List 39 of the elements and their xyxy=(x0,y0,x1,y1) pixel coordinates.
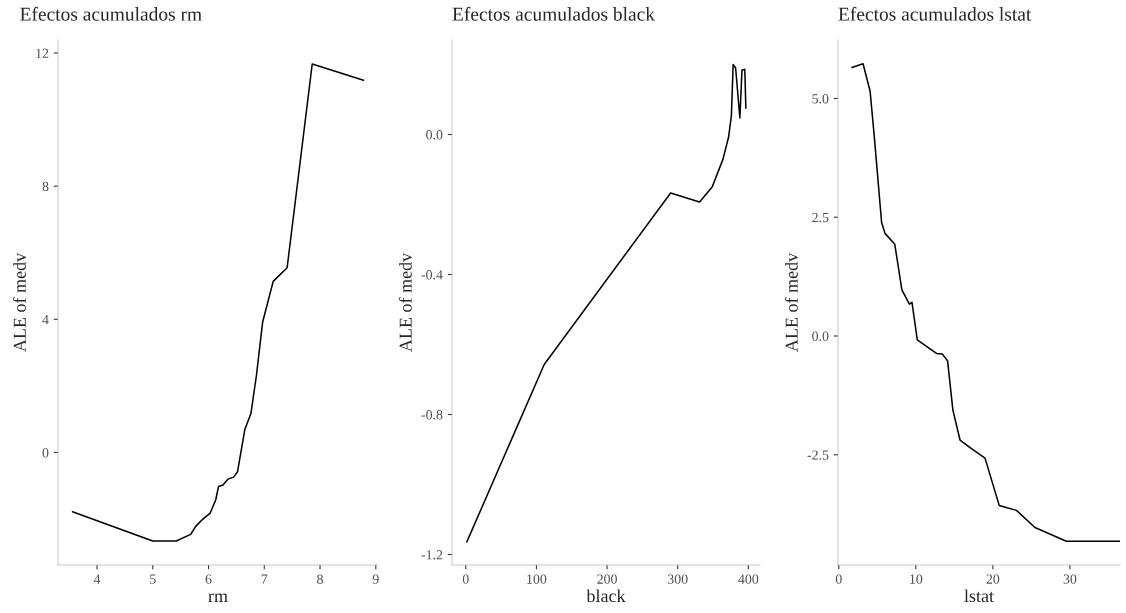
y-tick-label: 12 xyxy=(36,48,49,58)
y-tick-label: 0.0 xyxy=(426,130,443,140)
line-series xyxy=(851,62,1120,543)
x-tick-label: 7 xyxy=(261,574,268,584)
y-tick-label: -0.4 xyxy=(421,270,443,280)
y-tick-label: 2.5 xyxy=(812,212,829,223)
x-tick-label: 100 xyxy=(527,574,547,584)
y-axis-title: ALE of medv xyxy=(784,252,798,352)
y-tick-label: 0.0 xyxy=(812,331,829,342)
x-tick-label: 20 xyxy=(986,574,1000,584)
x-tick-label: 10 xyxy=(910,574,923,584)
x-tick-label: 300 xyxy=(667,574,688,584)
chart-title: Efectos acumulados lstat xyxy=(838,6,1032,21)
y-axis-title: ALE of medv xyxy=(398,252,412,352)
line-series xyxy=(71,63,365,542)
x-tick-label: 0 xyxy=(462,574,469,584)
y-tick-label: 8 xyxy=(42,181,49,192)
y-axis-title: ALE of medv xyxy=(12,252,26,352)
y-tick-label: 5.0 xyxy=(812,94,829,104)
x-tick-label: 200 xyxy=(597,574,617,584)
x-axis-title: black xyxy=(586,589,626,603)
y-tick-label: 0 xyxy=(42,448,49,458)
x-tick-label: 30 xyxy=(1063,574,1077,584)
x-tick-label: 8 xyxy=(317,574,323,584)
line-series xyxy=(466,63,747,543)
y-tick-label: -0.8 xyxy=(421,410,443,420)
x-tick-label: 6 xyxy=(205,574,212,584)
x-tick-label: 9 xyxy=(372,574,379,584)
y-tick-label: -2.5 xyxy=(807,450,829,460)
y-tick-label: 4 xyxy=(42,314,49,325)
chart-title: Efectos acumulados rm xyxy=(20,6,202,21)
x-tick-label: 4 xyxy=(93,574,101,584)
x-axis-title: rm xyxy=(208,593,228,602)
x-tick-label: 400 xyxy=(738,574,759,584)
chart-title: Efectos acumulados black xyxy=(452,6,656,21)
x-tick-label: 0 xyxy=(835,574,842,584)
y-tick-label: -1.2 xyxy=(421,550,443,560)
x-tick-label: 5 xyxy=(150,574,156,584)
x-axis-title: lstat xyxy=(964,589,994,603)
